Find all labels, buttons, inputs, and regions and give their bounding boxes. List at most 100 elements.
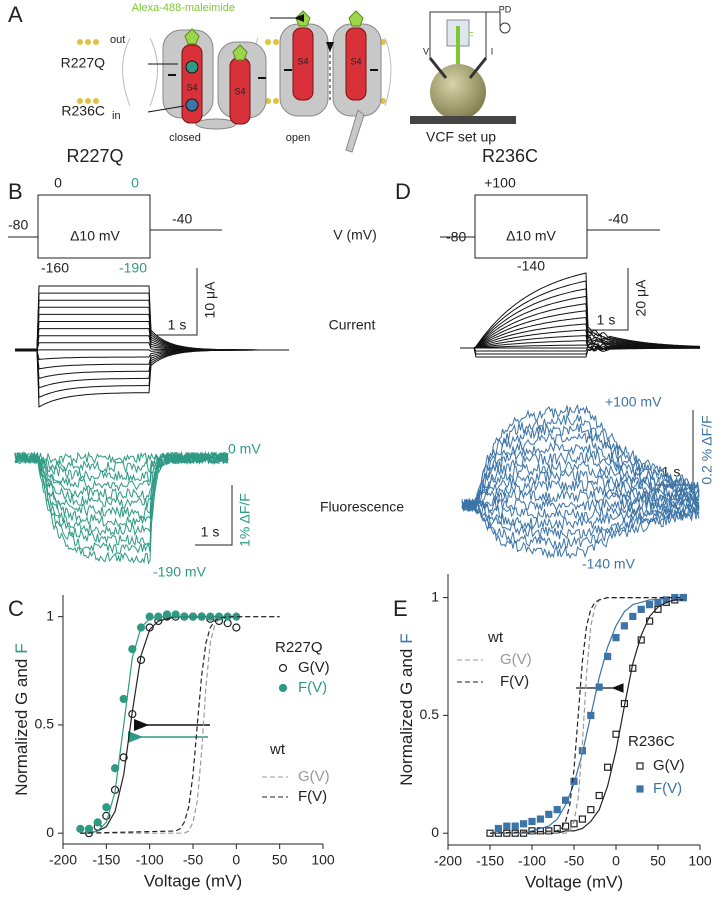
state-label: closed bbox=[169, 132, 201, 144]
x-tick-label: 0 bbox=[232, 852, 240, 868]
setup-part: V bbox=[423, 46, 429, 56]
legend-label: G(V) bbox=[298, 659, 330, 676]
protocol-level: +100 bbox=[484, 175, 516, 191]
legend-title: R227Q bbox=[275, 639, 323, 656]
trace bbox=[460, 346, 700, 358]
y-tick-label: 0.5 bbox=[420, 706, 440, 722]
legend-marker bbox=[278, 683, 288, 693]
panel-label: B bbox=[8, 179, 23, 204]
x-tick-label: -50 bbox=[183, 852, 203, 868]
x-axis-label: Voltage (mV) bbox=[525, 872, 623, 891]
panel-label: D bbox=[395, 179, 411, 204]
scale-label: 0.2 % ΔF/F bbox=[699, 415, 715, 484]
trace bbox=[461, 469, 700, 510]
row-label: Current bbox=[329, 317, 376, 333]
scale-label: 1 s bbox=[597, 312, 616, 328]
x-axis-label: Voltage (mV) bbox=[144, 871, 242, 890]
data-point bbox=[536, 815, 545, 823]
data-point bbox=[645, 601, 654, 609]
data-point bbox=[578, 815, 587, 823]
data-point bbox=[528, 817, 536, 826]
fit-line bbox=[80, 616, 280, 834]
x-tick-label: -150 bbox=[476, 853, 504, 869]
setup-label: VCF set up bbox=[426, 129, 496, 145]
data-point bbox=[553, 824, 561, 833]
panel-title: R236C bbox=[482, 146, 538, 166]
row-label: V (mV) bbox=[333, 227, 377, 243]
data-point bbox=[595, 683, 603, 691]
y-tick-label: 0 bbox=[431, 824, 439, 840]
segment-label: S4 bbox=[186, 82, 197, 92]
x-tick-label: 50 bbox=[272, 852, 288, 868]
trace bbox=[461, 432, 700, 512]
x-tick-label: 100 bbox=[688, 853, 712, 869]
data-point bbox=[603, 763, 612, 771]
x-tick-label: 100 bbox=[311, 852, 335, 868]
data-point bbox=[494, 824, 502, 833]
trace bbox=[461, 413, 700, 513]
data-point bbox=[587, 806, 595, 814]
scale-bar bbox=[195, 485, 233, 546]
data-point bbox=[553, 806, 561, 814]
side-label: out bbox=[110, 34, 125, 46]
legend-marker bbox=[636, 762, 644, 770]
y-tick-label: 0 bbox=[46, 824, 54, 840]
fit-line bbox=[80, 616, 280, 834]
protocol-level: -140 bbox=[517, 258, 545, 274]
trace bbox=[15, 349, 289, 408]
protocol-step: Δ10 mV bbox=[506, 228, 556, 244]
x-tick-label: -150 bbox=[92, 852, 120, 868]
segment-label: S4 bbox=[234, 86, 245, 96]
trace bbox=[461, 423, 700, 512]
data-point bbox=[637, 605, 645, 613]
panel-label: A bbox=[8, 2, 23, 27]
panel-label: C bbox=[8, 596, 24, 621]
data-point bbox=[645, 617, 654, 625]
legend-label: G(V) bbox=[298, 768, 330, 785]
data-point bbox=[612, 634, 620, 642]
protocol-level: -40 bbox=[608, 211, 628, 227]
trace-label: +100 mV bbox=[605, 394, 662, 410]
state-label: open bbox=[286, 132, 310, 144]
data-point bbox=[232, 623, 241, 632]
data-point bbox=[93, 818, 102, 827]
protocol bbox=[8, 194, 222, 259]
mutant-label: R227Q bbox=[61, 55, 105, 71]
scale-label: 1 s bbox=[168, 317, 187, 333]
schematic bbox=[77, 11, 516, 153]
y-axis-label-part: Normalized G and bbox=[397, 649, 416, 786]
trace bbox=[460, 272, 701, 349]
panel-title: R227Q bbox=[66, 146, 123, 166]
side-label: in bbox=[112, 110, 121, 122]
fit-line bbox=[489, 597, 684, 834]
data-point bbox=[629, 612, 637, 621]
trace bbox=[14, 450, 229, 510]
setup-part: PD bbox=[499, 4, 512, 14]
data-point bbox=[503, 822, 511, 830]
trace bbox=[461, 498, 700, 521]
scale-label: 1% ΔF/F bbox=[237, 493, 253, 547]
y-tick-label: 0.5 bbox=[35, 716, 55, 732]
legend-label: F(V) bbox=[298, 788, 327, 805]
trace bbox=[461, 497, 700, 513]
x-tick-label: -200 bbox=[434, 853, 462, 869]
trace bbox=[15, 349, 289, 370]
dye-label: Alexa-488-maleimide bbox=[132, 2, 235, 14]
x-tick-label: -200 bbox=[49, 852, 77, 868]
legend-title: wt bbox=[269, 741, 286, 758]
protocol-level: 0 bbox=[54, 175, 62, 191]
legend-label: G(V) bbox=[500, 651, 532, 668]
data-point bbox=[519, 820, 528, 828]
scale-bar bbox=[587, 268, 629, 331]
protocol-level: -190 bbox=[119, 260, 147, 276]
fit-line bbox=[80, 616, 237, 834]
y-axis-label-part: Normalized G and bbox=[12, 659, 31, 796]
data-point bbox=[76, 824, 85, 833]
row-label: Fluorescence bbox=[320, 499, 404, 515]
scale-label: 1 s bbox=[201, 524, 220, 540]
scale-bar bbox=[157, 268, 198, 336]
trace bbox=[461, 501, 700, 540]
scale-label: 1 s bbox=[662, 464, 681, 480]
data-point bbox=[84, 824, 94, 833]
